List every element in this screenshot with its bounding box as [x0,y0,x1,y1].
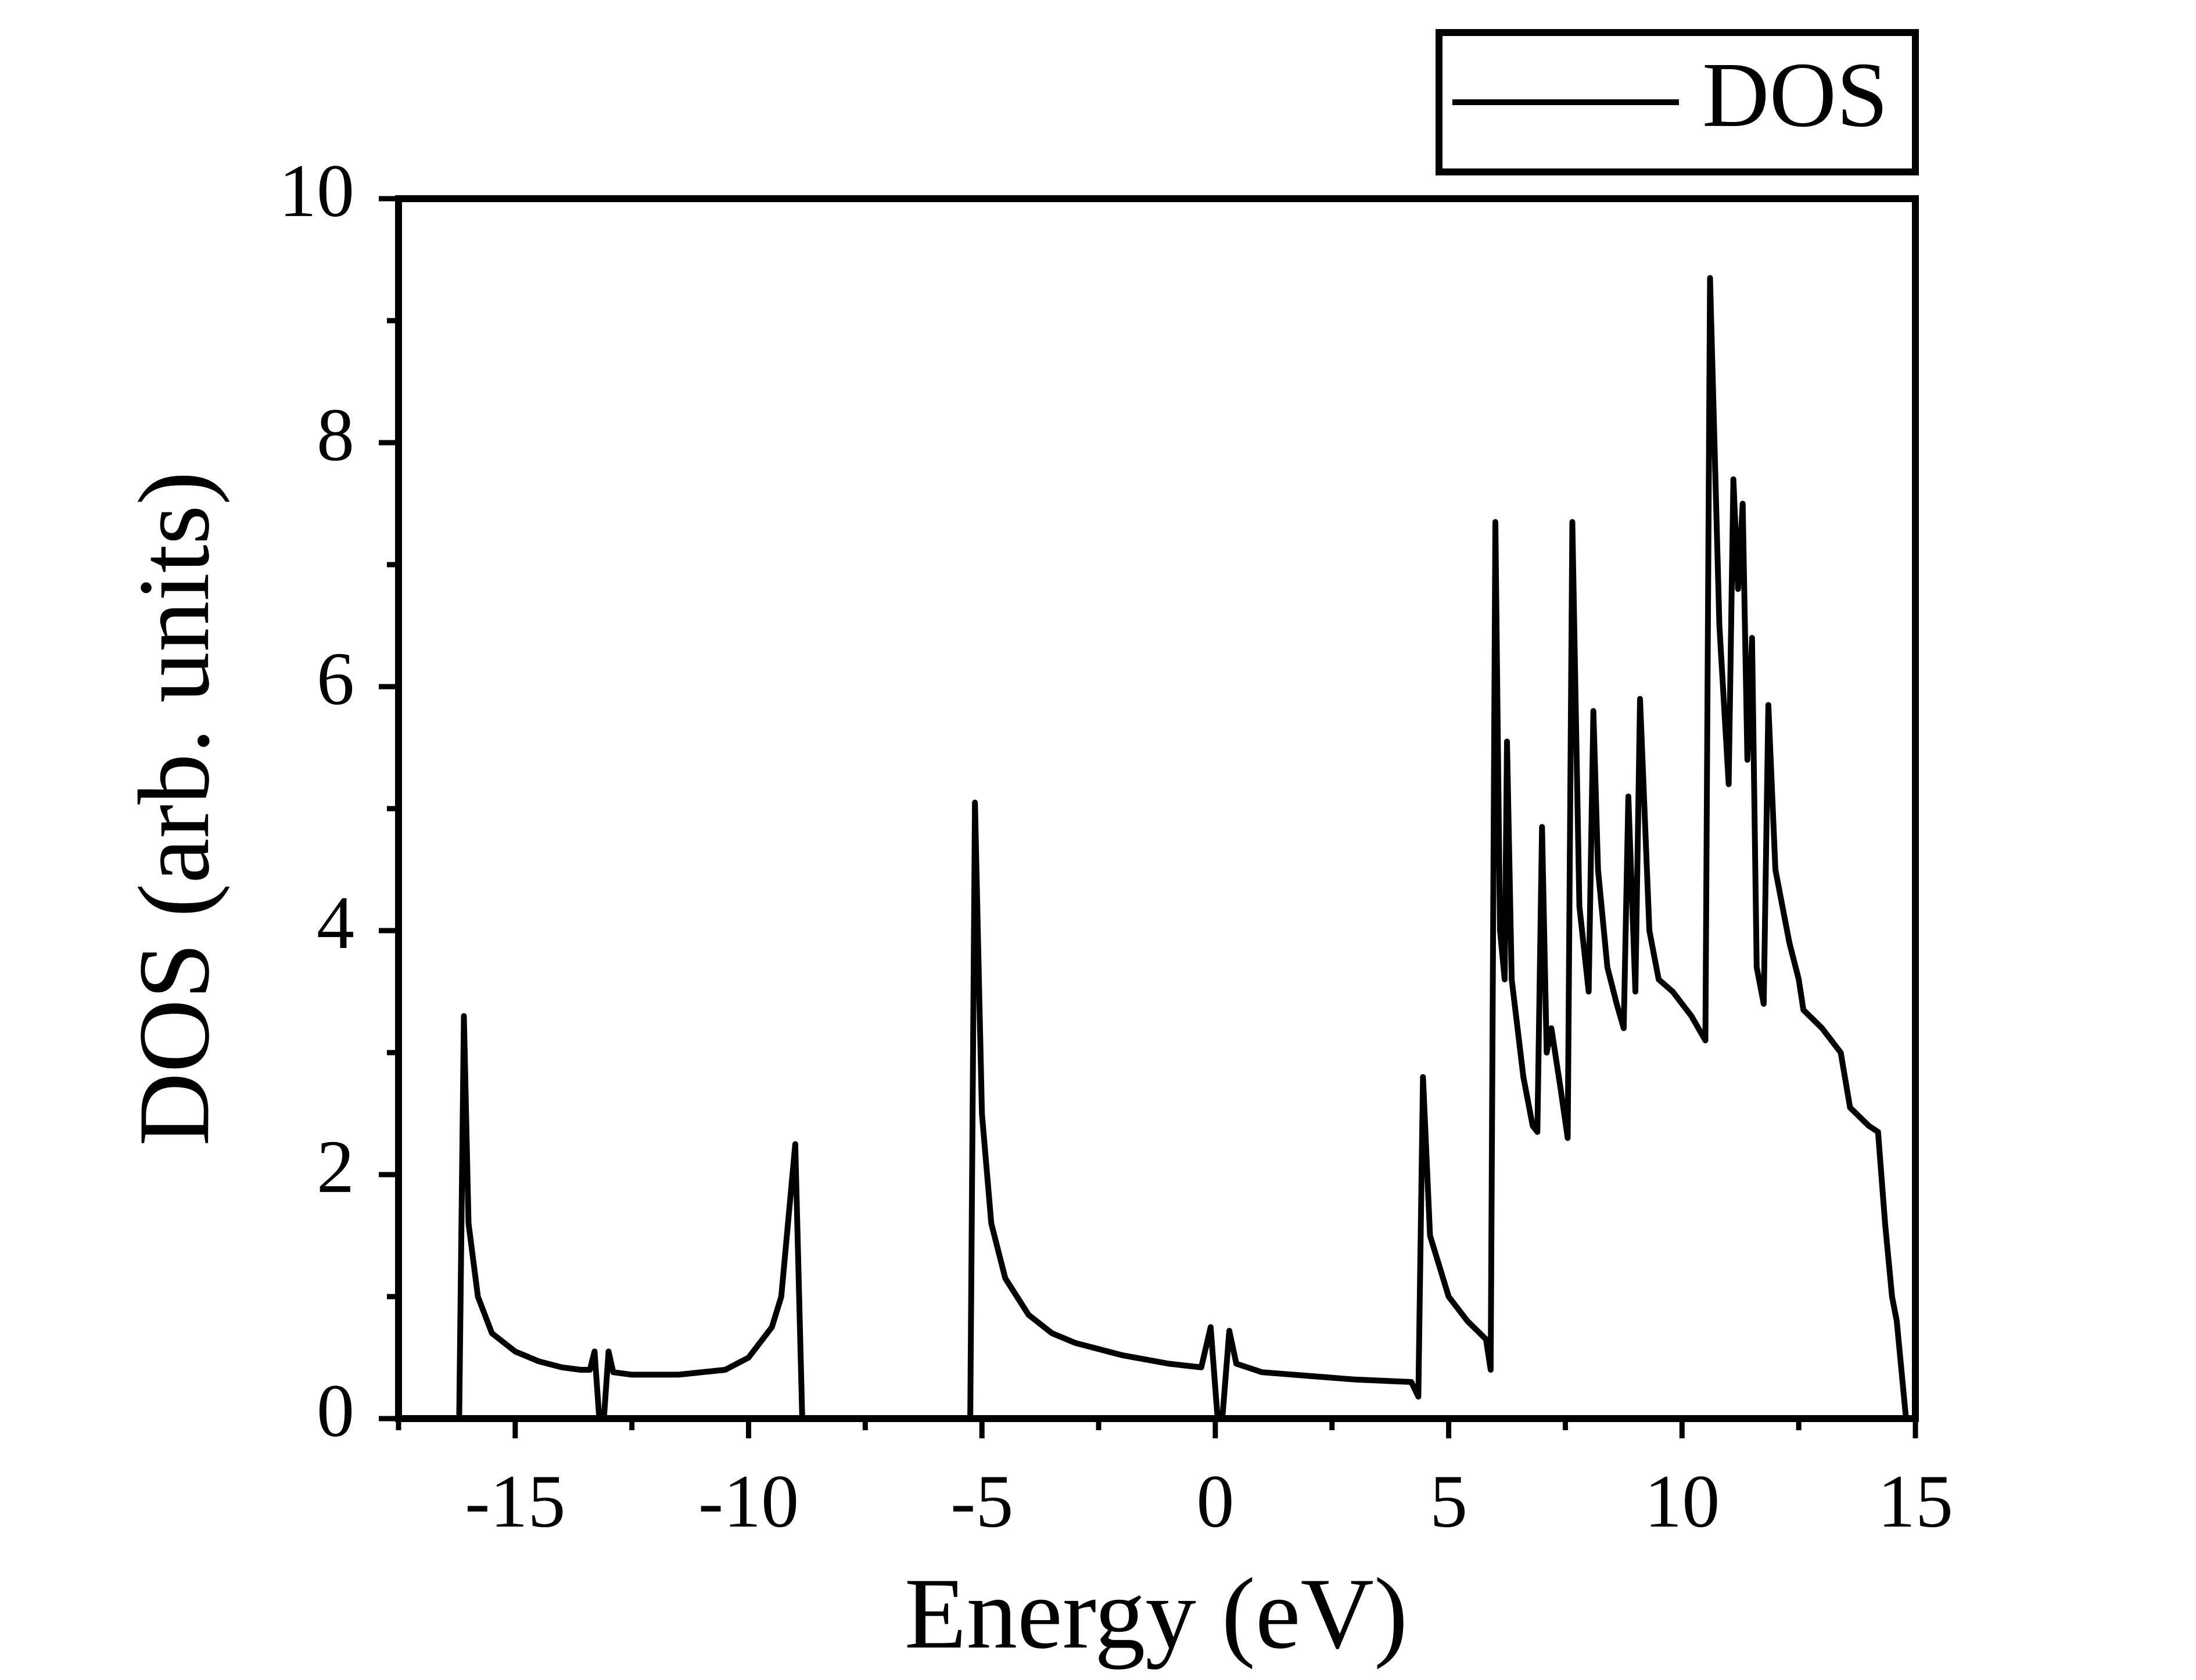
x-tick-label: 15 [1878,1460,1953,1543]
y-tick-label: 8 [317,393,354,477]
y-tick-label: 6 [317,637,354,721]
x-tick-label: 5 [1430,1460,1467,1543]
y-axis-label: DOS (arb. units) [117,471,230,1146]
x-tick-label: -10 [698,1460,799,1543]
x-tick-label: 0 [1196,1460,1234,1543]
legend-box [1436,29,1919,175]
y-tick-label: 4 [317,881,354,965]
x-tick-label: -15 [465,1460,565,1543]
plot-frame [395,195,1919,1422]
legend-label: DOS [1702,43,1888,146]
x-tick-label: 10 [1644,1460,1720,1543]
x-axis-label: Energy (eV) [905,1557,1408,1670]
y-tick-label: 0 [317,1369,354,1453]
x-tick-label: -5 [950,1460,1013,1543]
y-tick-label: 2 [317,1125,354,1209]
data-line [456,275,1909,1421]
y-tick-label: 10 [279,149,354,233]
